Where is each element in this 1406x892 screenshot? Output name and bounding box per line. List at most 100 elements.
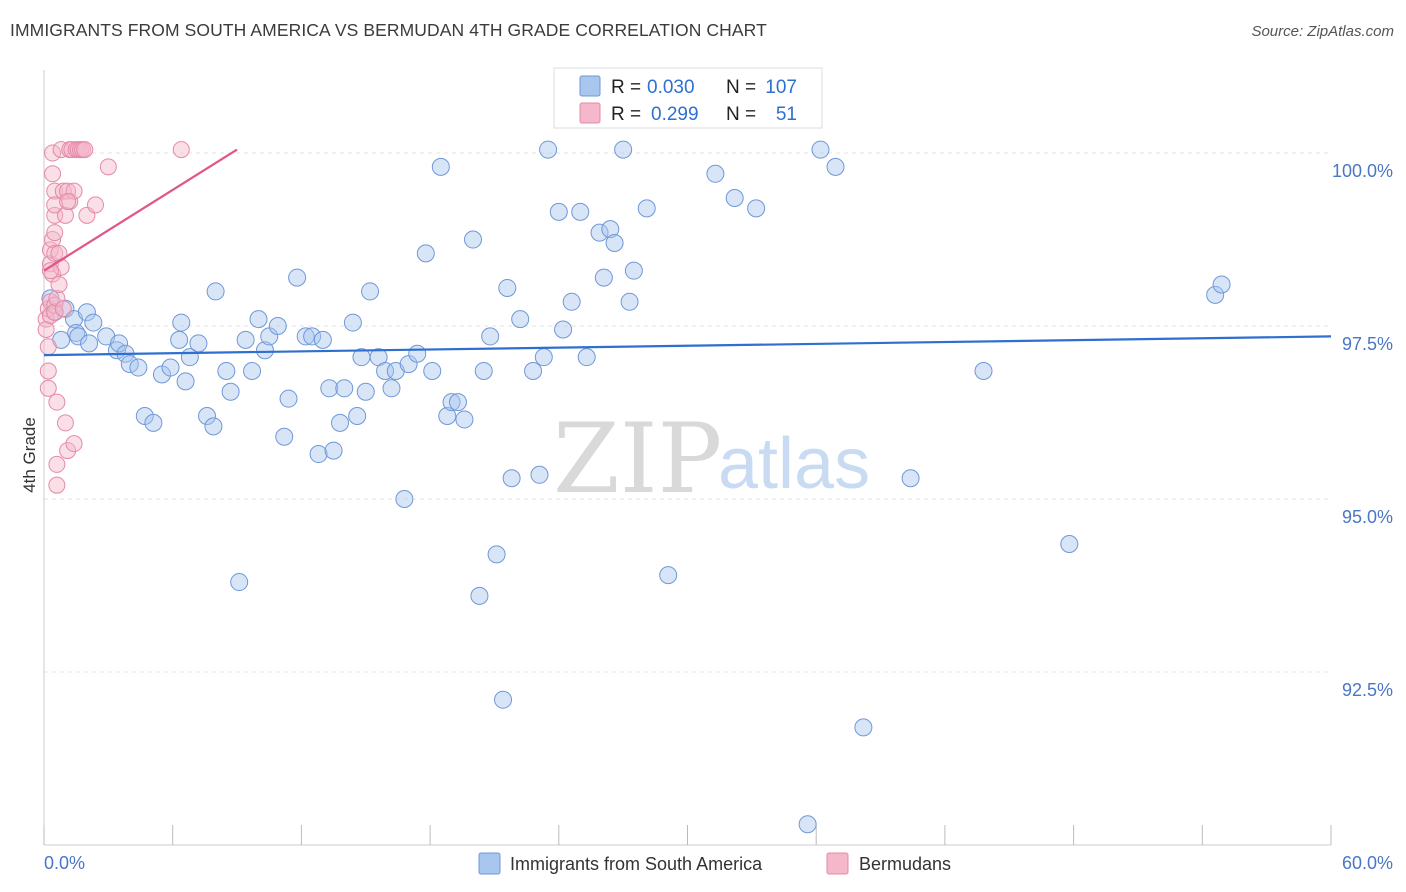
south-america-point (455, 410, 474, 429)
south-america-point (524, 362, 543, 381)
south-america-point (423, 362, 442, 381)
legend-box: R = 0.030 N = 107 R = 0.299 N = 51 (553, 67, 823, 129)
bottom-legend-label-south-america[interactable]: Immigrants from South America (510, 854, 763, 874)
south-america-point (176, 372, 195, 391)
y-tick-label: 97.5% (1342, 334, 1393, 354)
south-america-point (204, 417, 223, 436)
south-america-point (198, 406, 217, 425)
bermudans-point (46, 244, 64, 262)
south-america-point (534, 348, 553, 367)
south-america-point (144, 413, 163, 432)
bermudans-point (39, 338, 57, 356)
bermudans-point (65, 435, 83, 453)
chart-title: IMMIGRANTS FROM SOUTH AMERICA VS BERMUDA… (10, 20, 767, 40)
legend-n-label: N = (726, 77, 756, 98)
legend-n-value: 51 (776, 104, 797, 125)
bermudans-point (48, 289, 66, 307)
south-america-point (382, 379, 401, 398)
series-south-america-points (41, 140, 1231, 834)
south-america-point (1212, 275, 1231, 294)
south-america-point (84, 313, 103, 332)
bermudans-point (59, 192, 77, 210)
watermark-atlas: atlas (718, 424, 870, 504)
south-america-point (594, 268, 613, 287)
y-tick-label: 95.0% (1342, 507, 1393, 527)
axes (43, 70, 1332, 846)
y-tick-label: 100.0% (1332, 161, 1393, 181)
south-america-point (571, 202, 590, 221)
south-america-point (217, 362, 236, 381)
south-america-point (659, 566, 678, 585)
bermudans-point (56, 206, 74, 224)
south-america-point (236, 330, 255, 349)
south-america-point (470, 586, 489, 605)
bottom-legend-label-bermudans[interactable]: Bermudans (859, 854, 951, 874)
south-america-point (170, 330, 189, 349)
bottom-legend: Immigrants from South America Bermudans (478, 852, 951, 875)
south-america-point (1060, 534, 1079, 553)
south-america-point (335, 379, 354, 398)
legend-r-label: R = (611, 104, 641, 125)
south-america-point (303, 327, 322, 346)
bermudans-point (41, 262, 59, 280)
south-america-point (324, 441, 343, 460)
south-america-point (206, 282, 225, 301)
bermudans-point (59, 442, 77, 460)
south-america-point (448, 393, 467, 412)
legend-n-label: N = (726, 104, 756, 125)
south-america-point (296, 327, 315, 346)
bermudans-point (46, 224, 64, 242)
south-america-point (601, 220, 620, 239)
legend-r-value: 0.299 (651, 104, 699, 125)
bermudans-point (54, 300, 72, 318)
south-america-point (189, 334, 208, 353)
south-america-point (309, 445, 328, 464)
south-america-point (620, 292, 639, 311)
south-america-point (502, 469, 521, 488)
source-label: Source: ZipAtlas.com (1251, 23, 1394, 40)
south-america-point (172, 313, 191, 332)
south-america-point (431, 157, 450, 176)
y-tick-label: 92.5% (1342, 680, 1393, 700)
south-america-point (80, 334, 99, 353)
south-america-point (343, 313, 362, 332)
south-america-point (376, 362, 395, 381)
south-america-point (811, 140, 830, 159)
bermudans-point (46, 296, 64, 314)
south-america-point (562, 292, 581, 311)
south-america-point (275, 427, 294, 446)
bermudans-point (50, 276, 68, 294)
bermudans-point (44, 231, 62, 249)
gridlines (44, 152, 1331, 673)
south-america-point (221, 382, 240, 401)
south-america-point (554, 320, 573, 339)
south-america-point (530, 465, 549, 484)
bottom-legend-swatch-south-america[interactable] (478, 852, 501, 875)
trend-lines (43, 148, 1332, 357)
south-america-point (110, 334, 129, 353)
south-america-point (361, 282, 380, 301)
legend-r-value: 0.030 (647, 77, 695, 98)
legend-swatch-south-america (579, 75, 601, 97)
south-america-point (255, 341, 274, 360)
bermudans-point (39, 379, 57, 397)
south-america-point (706, 164, 725, 183)
bermudans-point (44, 165, 62, 183)
south-america-point (577, 348, 596, 367)
south-america-point (474, 362, 493, 381)
south-america-point (1206, 285, 1225, 304)
south-america-point (614, 140, 633, 159)
south-america-point (511, 310, 530, 329)
south-america-point (798, 815, 817, 834)
trend-line-bermudans (43, 148, 238, 272)
bermudans-point (37, 320, 55, 338)
series-bermudans-points (37, 141, 190, 494)
x-tick-labels: 0.0% 60.0% (44, 853, 1393, 873)
south-america-point (494, 690, 513, 709)
south-america-point (974, 362, 993, 381)
south-america-point (67, 323, 86, 342)
south-america-point (331, 413, 350, 432)
bottom-legend-swatch-bermudans[interactable] (826, 852, 849, 875)
legend-swatch-bermudans (579, 102, 601, 124)
